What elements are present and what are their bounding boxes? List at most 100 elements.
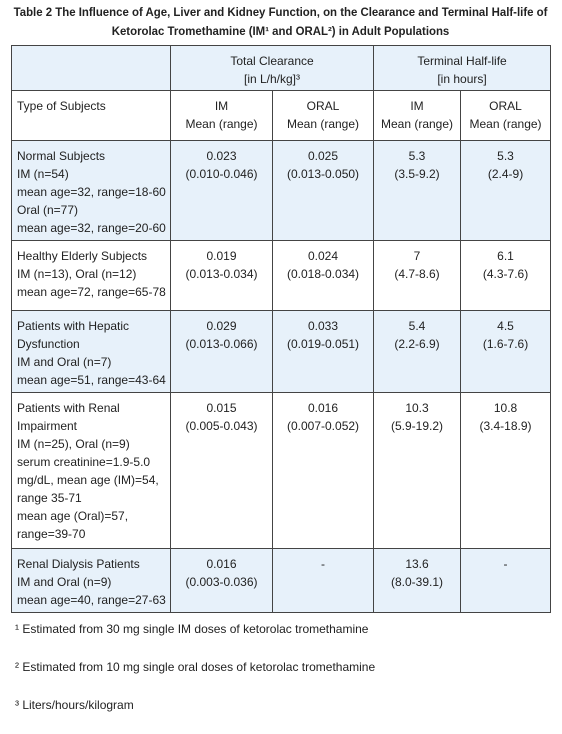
cell-line: Terminal Half-life: [417, 54, 507, 68]
cell-line: 0.015: [206, 401, 237, 415]
data-cell: -: [460, 548, 552, 613]
data-cell: Patients with Renal Impairment IM (n=25), …: [11, 392, 171, 549]
cell-line: (4.3-7.6): [482, 267, 529, 281]
cell-line: Normal Subjects: [17, 149, 106, 163]
data-cell: 6.1 (4.3-7.6): [460, 240, 552, 311]
cell-line: ORAL: [489, 99, 522, 113]
data-cell: 10.3 (5.9-19.2): [373, 392, 462, 549]
cell-line: 0.019: [206, 249, 237, 263]
cell-line: IM (n=25), Oral (n=9): [17, 437, 130, 451]
empty-header-cell: [11, 45, 171, 91]
data-table: Total Clearance [in L/h/kg]³ Terminal Half…: [11, 45, 552, 613]
cell-line: 0.033: [307, 319, 339, 333]
cell-line: Patients with Hepatic: [17, 319, 130, 333]
cell-line: Oral (n=77): [17, 203, 79, 217]
cell-line: IM and Oral (n=7): [17, 355, 112, 369]
cell-line: (5.9-19.2): [391, 419, 444, 433]
data-cell: 5.4 (2.2-6.9): [373, 310, 462, 393]
cell-line: 7: [413, 249, 421, 263]
data-cell: 0.016 (0.003-0.036): [170, 548, 273, 613]
footnote: ¹ Estimated from 30 mg single IM doses o…: [15, 622, 369, 636]
data-cell: 0.016 (0.007-0.052): [271, 392, 375, 549]
cell-line: mg/dL, mean age (IM)=54,: [17, 473, 159, 487]
data-cell: Renal Dialysis Patients IM and Oral (n=9)…: [11, 548, 171, 613]
data-cell: 0.023 (0.010-0.046): [170, 140, 273, 241]
cell-line: 0.016: [206, 557, 237, 571]
cell-line: 0.023: [206, 149, 237, 163]
cell-line: IM: [410, 99, 424, 113]
column-header-cell: ORAL Mean (range): [460, 90, 552, 141]
title-line: Ketorolac Tromethamine (IM¹ and ORAL²) i…: [111, 26, 450, 38]
cell-line: serum creatinine=1.9-5.0: [17, 455, 151, 469]
group-header-cell: Terminal Half-life [in hours]: [373, 45, 552, 91]
cell-line: 0.024: [307, 249, 339, 263]
cell-line: (0.013-0.050): [286, 167, 360, 181]
data-cell: 10.8 (3.4-18.9): [460, 392, 552, 549]
cell-line: range=39-70: [17, 527, 86, 541]
cell-line: (0.010-0.046): [185, 167, 258, 181]
cell-line: Type of Subjects: [17, 99, 106, 113]
cell-line: (0.013-0.066): [185, 337, 258, 351]
cell-line: range 35-71: [17, 491, 82, 505]
cell-line: 0.025: [307, 149, 339, 163]
cell-line: Dysfunction: [17, 337, 80, 351]
data-cell: 5.3 (2.4-9): [460, 140, 552, 241]
cell-line: -: [503, 557, 508, 571]
cell-line: (0.003-0.036): [185, 575, 258, 589]
column-header-cell: IM Mean (range): [170, 90, 273, 141]
cell-line: IM (n=13), Oral (n=12): [17, 267, 137, 281]
data-cell: 7 (4.7-8.6): [373, 240, 462, 311]
data-cell: Normal Subjects IM (n=54) mean age=32, ran…: [11, 140, 171, 241]
data-cell: 13.6 (8.0-39.1): [373, 548, 462, 613]
cell-line: Mean (range): [185, 117, 258, 131]
data-cell: 0.019 (0.013-0.034): [170, 240, 273, 311]
title-line: Table 2 The Influence of Age, Liver and …: [13, 7, 548, 19]
cell-line: IM and Oral (n=9): [17, 575, 112, 589]
data-cell: 0.024 (0.018-0.034): [271, 240, 375, 311]
cell-line: 0.029: [206, 319, 237, 333]
group-header-cell: Total Clearance [in L/h/kg]³: [169, 45, 375, 91]
table-title: Table 2 The Influence of Age, Liver and …: [11, 4, 550, 42]
cell-line: (2.4-9): [487, 167, 524, 181]
cell-line: Healthy Elderly Subjects: [17, 249, 148, 263]
cell-line: 5.3: [497, 149, 514, 163]
cell-line: (0.019-0.051): [286, 337, 360, 351]
cell-line: (8.0-39.1): [391, 575, 444, 589]
cell-line: -: [321, 557, 325, 571]
cell-line: Impairment: [17, 419, 78, 433]
data-cell: -: [271, 548, 375, 613]
data-cell: 0.029 (0.013-0.066): [170, 310, 273, 393]
data-row: Healthy Elderly Subjects IM (n=13), Oral …: [11, 240, 552, 311]
cell-line: Total Clearance: [230, 54, 314, 68]
cell-line: [in L/h/kg]³: [243, 72, 301, 86]
cell-line: 6.1: [497, 249, 514, 263]
cell-line: mean age=32, range=18-60: [17, 185, 166, 199]
cell-line: 5.4: [408, 319, 426, 333]
column-header-row: Type of Subjects IM Mean (range) ORAL Mean (…: [11, 90, 552, 141]
cell-line: mean age=32, range=20-60: [17, 221, 166, 235]
cell-line: IM: [214, 99, 229, 113]
data-cell: 0.033 (0.019-0.051): [271, 310, 375, 393]
cell-line: IM (n=54): [17, 167, 69, 181]
cell-line: Patients with Renal: [17, 401, 120, 415]
cell-line: (2.2-6.9): [394, 337, 440, 351]
cell-line: 4.5: [497, 319, 514, 333]
cell-line: Renal Dialysis Patients: [17, 557, 140, 571]
cell-line: mean age=40, range=27-63: [17, 593, 166, 607]
cell-line: 13.6: [405, 557, 429, 571]
group-header-row: Total Clearance [in L/h/kg]³ Terminal Half…: [11, 45, 552, 91]
data-cell: 0.015 (0.005-0.043): [170, 392, 273, 549]
cell-line: (0.013-0.034): [185, 267, 258, 281]
cell-line: mean age=72, range=65-78: [17, 285, 166, 299]
data-row: Normal Subjects IM (n=54) mean age=32, ran…: [11, 140, 552, 241]
cell-line: ORAL: [306, 99, 340, 113]
data-cell: 5.3 (3.5-9.2): [373, 140, 462, 241]
cell-line: 10.3: [405, 401, 429, 415]
cell-line: (0.005-0.043): [185, 419, 258, 433]
cell-line: (0.018-0.034): [286, 267, 360, 281]
cell-line: Mean (range): [380, 117, 454, 131]
cell-line: Mean (range): [286, 117, 360, 131]
column-header-cell: IM Mean (range): [373, 90, 462, 141]
